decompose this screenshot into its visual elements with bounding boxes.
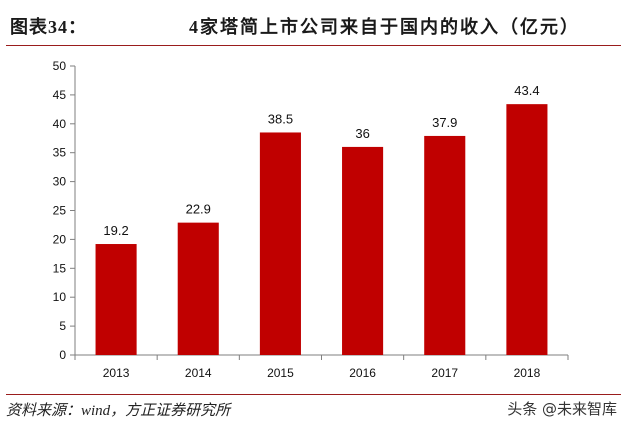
bar: [177, 222, 219, 355]
y-tick-label: 45: [53, 88, 67, 102]
y-tick-label: 15: [53, 261, 67, 275]
watermark: 头条 @未来智库: [507, 400, 617, 418]
x-tick-label: 2016: [349, 366, 376, 380]
y-tick-label: 25: [53, 204, 67, 218]
figure-header: 图表34： 4家塔简上市公司来自于国内的收入（亿元）: [6, 5, 621, 46]
y-tick-label: 30: [53, 175, 67, 189]
data-label: 19.2: [103, 223, 128, 238]
chart-title: 4家塔简上市公司来自于国内的收入（亿元）: [189, 17, 580, 37]
y-tick-label: 0: [59, 348, 66, 362]
y-tick-label: 20: [53, 232, 67, 246]
y-tick-label: 40: [53, 117, 67, 131]
y-tick-label: 35: [53, 146, 67, 160]
x-tick-label: 2014: [185, 366, 212, 380]
bar-chart: 0 5 10 15 20 25 30 35 40 45 50 19.2 2013 22.9 2014 38.5…: [53, 59, 569, 380]
x-tick-label: 2018: [514, 366, 541, 380]
data-label: 38.5: [268, 111, 293, 126]
bar: [342, 146, 384, 355]
y-tick-label: 10: [53, 290, 67, 304]
figure-label: 图表34：: [10, 17, 87, 37]
bar: [259, 132, 301, 355]
x-tick-label: 2013: [103, 366, 130, 380]
x-tick-label: 2015: [267, 366, 294, 380]
x-tick-label: 2017: [431, 366, 458, 380]
data-label: 36: [355, 126, 369, 141]
bar: [424, 135, 466, 355]
bar: [506, 104, 548, 355]
data-label: 37.9: [432, 115, 457, 130]
source-note: 资料来源：wind，方正证券研究所: [6, 394, 621, 420]
bar: [95, 244, 137, 355]
data-label: 43.4: [514, 83, 539, 98]
y-tick-label: 5: [59, 319, 66, 333]
data-label: 22.9: [186, 202, 211, 217]
y-tick-label: 50: [53, 59, 67, 73]
